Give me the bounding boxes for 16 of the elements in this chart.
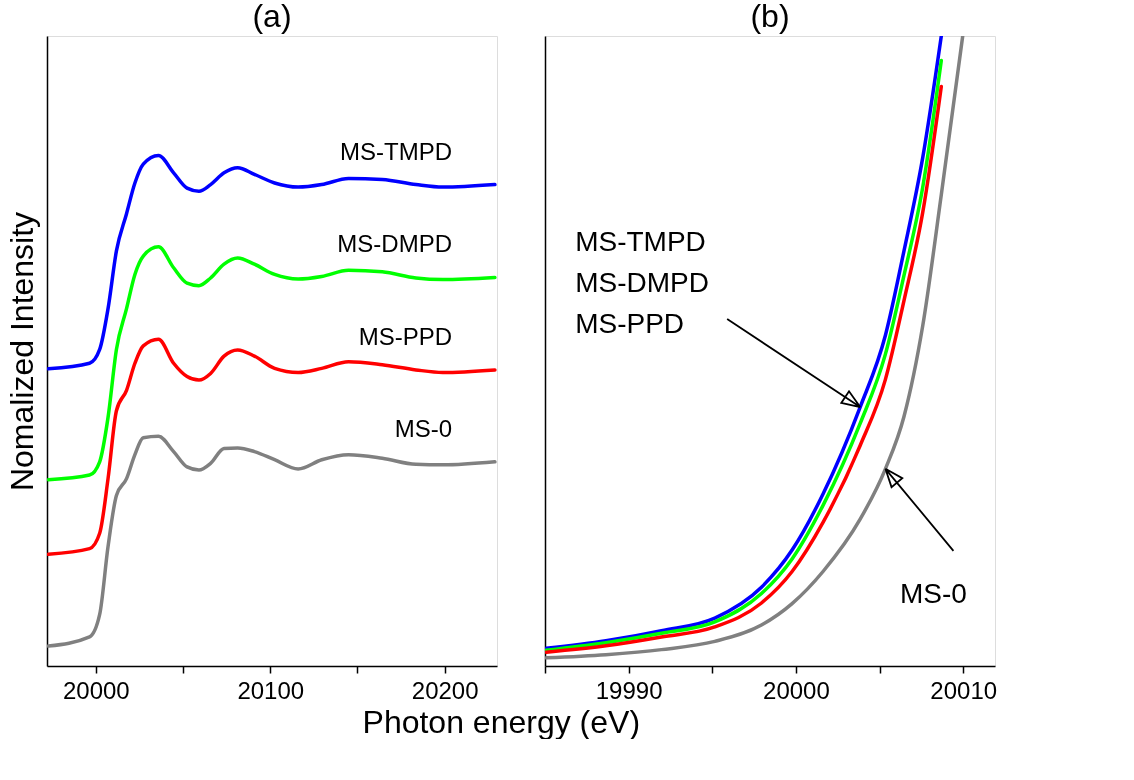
- x-tick-label: 20100: [237, 676, 305, 704]
- chart-title: (a): [252, 0, 292, 34]
- x-tick-label: 20000: [62, 676, 130, 704]
- x-axis-title: Photon energy (eV): [362, 703, 641, 740]
- x-tick-label: 20010: [930, 676, 998, 704]
- x-tick-label: 20200: [411, 676, 479, 704]
- chart-title: (b): [750, 0, 790, 34]
- annotation: MS-0: [899, 577, 967, 609]
- x-tick-label: 19990: [595, 676, 663, 704]
- series-label: MS-0: [394, 414, 452, 442]
- annotation: MS-TMPD MS-DMPD MS-PPD: [575, 226, 709, 340]
- series-label: MS-PPD: [358, 322, 452, 350]
- series-label: MS-TMPD: [340, 137, 452, 165]
- series-label: MS-DMPD: [337, 230, 452, 258]
- y-axis-title: Nomalized Intensity: [3, 211, 40, 492]
- x-tick-label: 20000: [763, 676, 830, 704]
